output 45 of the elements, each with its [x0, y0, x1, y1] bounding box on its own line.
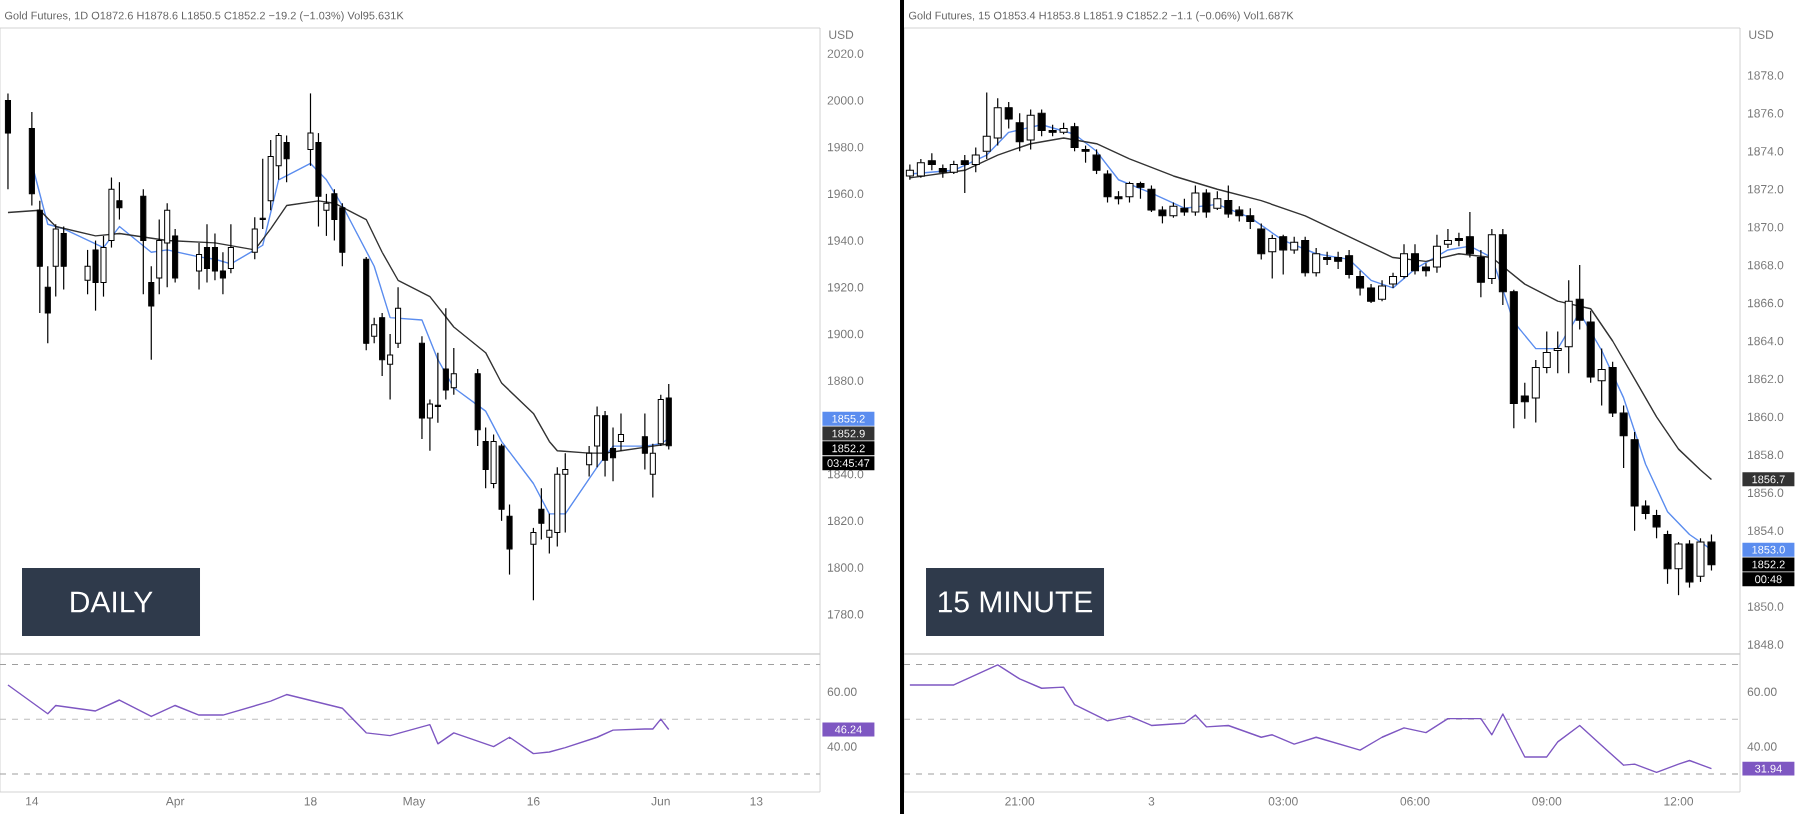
candlestick [538, 487, 545, 541]
candlestick [617, 412, 625, 452]
candlestick [323, 193, 330, 237]
candlestick [267, 139, 274, 211]
candlestick [156, 218, 163, 295]
candlestick [562, 452, 569, 534]
candlestick [395, 286, 402, 349]
candlestick [60, 225, 67, 291]
candlestick [219, 251, 226, 295]
candlestick [586, 445, 593, 478]
candlestick [450, 347, 457, 396]
candlestick [100, 235, 107, 298]
candlestick [434, 352, 441, 424]
candlestick [641, 412, 648, 471]
candlestick [44, 265, 51, 344]
annotation: 15 MINUTE [938, 591, 1093, 613]
candlestick [52, 223, 59, 298]
candlestick [148, 265, 155, 361]
candlestick [227, 223, 234, 274]
candlestick [1652, 509, 1661, 539]
candlestick [506, 503, 513, 576]
candlestick [442, 307, 449, 400]
candlestick [283, 134, 290, 183]
candlestick [482, 426, 489, 489]
candlestick [1553, 330, 1562, 374]
candlestick [164, 202, 171, 288]
candlestick [92, 239, 99, 312]
candlestick [211, 232, 218, 281]
candlestick [251, 216, 258, 260]
candlestick [657, 394, 664, 447]
candlestick [665, 383, 672, 451]
annotation: DAILY [71, 591, 153, 613]
candlestick [602, 410, 609, 478]
candlestick [594, 405, 601, 468]
candlestick [203, 223, 211, 284]
candlestick [530, 527, 537, 601]
candlestick [84, 249, 91, 295]
candlestick [379, 312, 386, 377]
candlestick [259, 158, 266, 230]
candlestick [4, 92, 12, 190]
line-series [7, 684, 670, 755]
candlestick [140, 188, 147, 295]
candlestick [195, 242, 203, 291]
candlestick [649, 443, 656, 499]
candlestick [1092, 148, 1101, 175]
